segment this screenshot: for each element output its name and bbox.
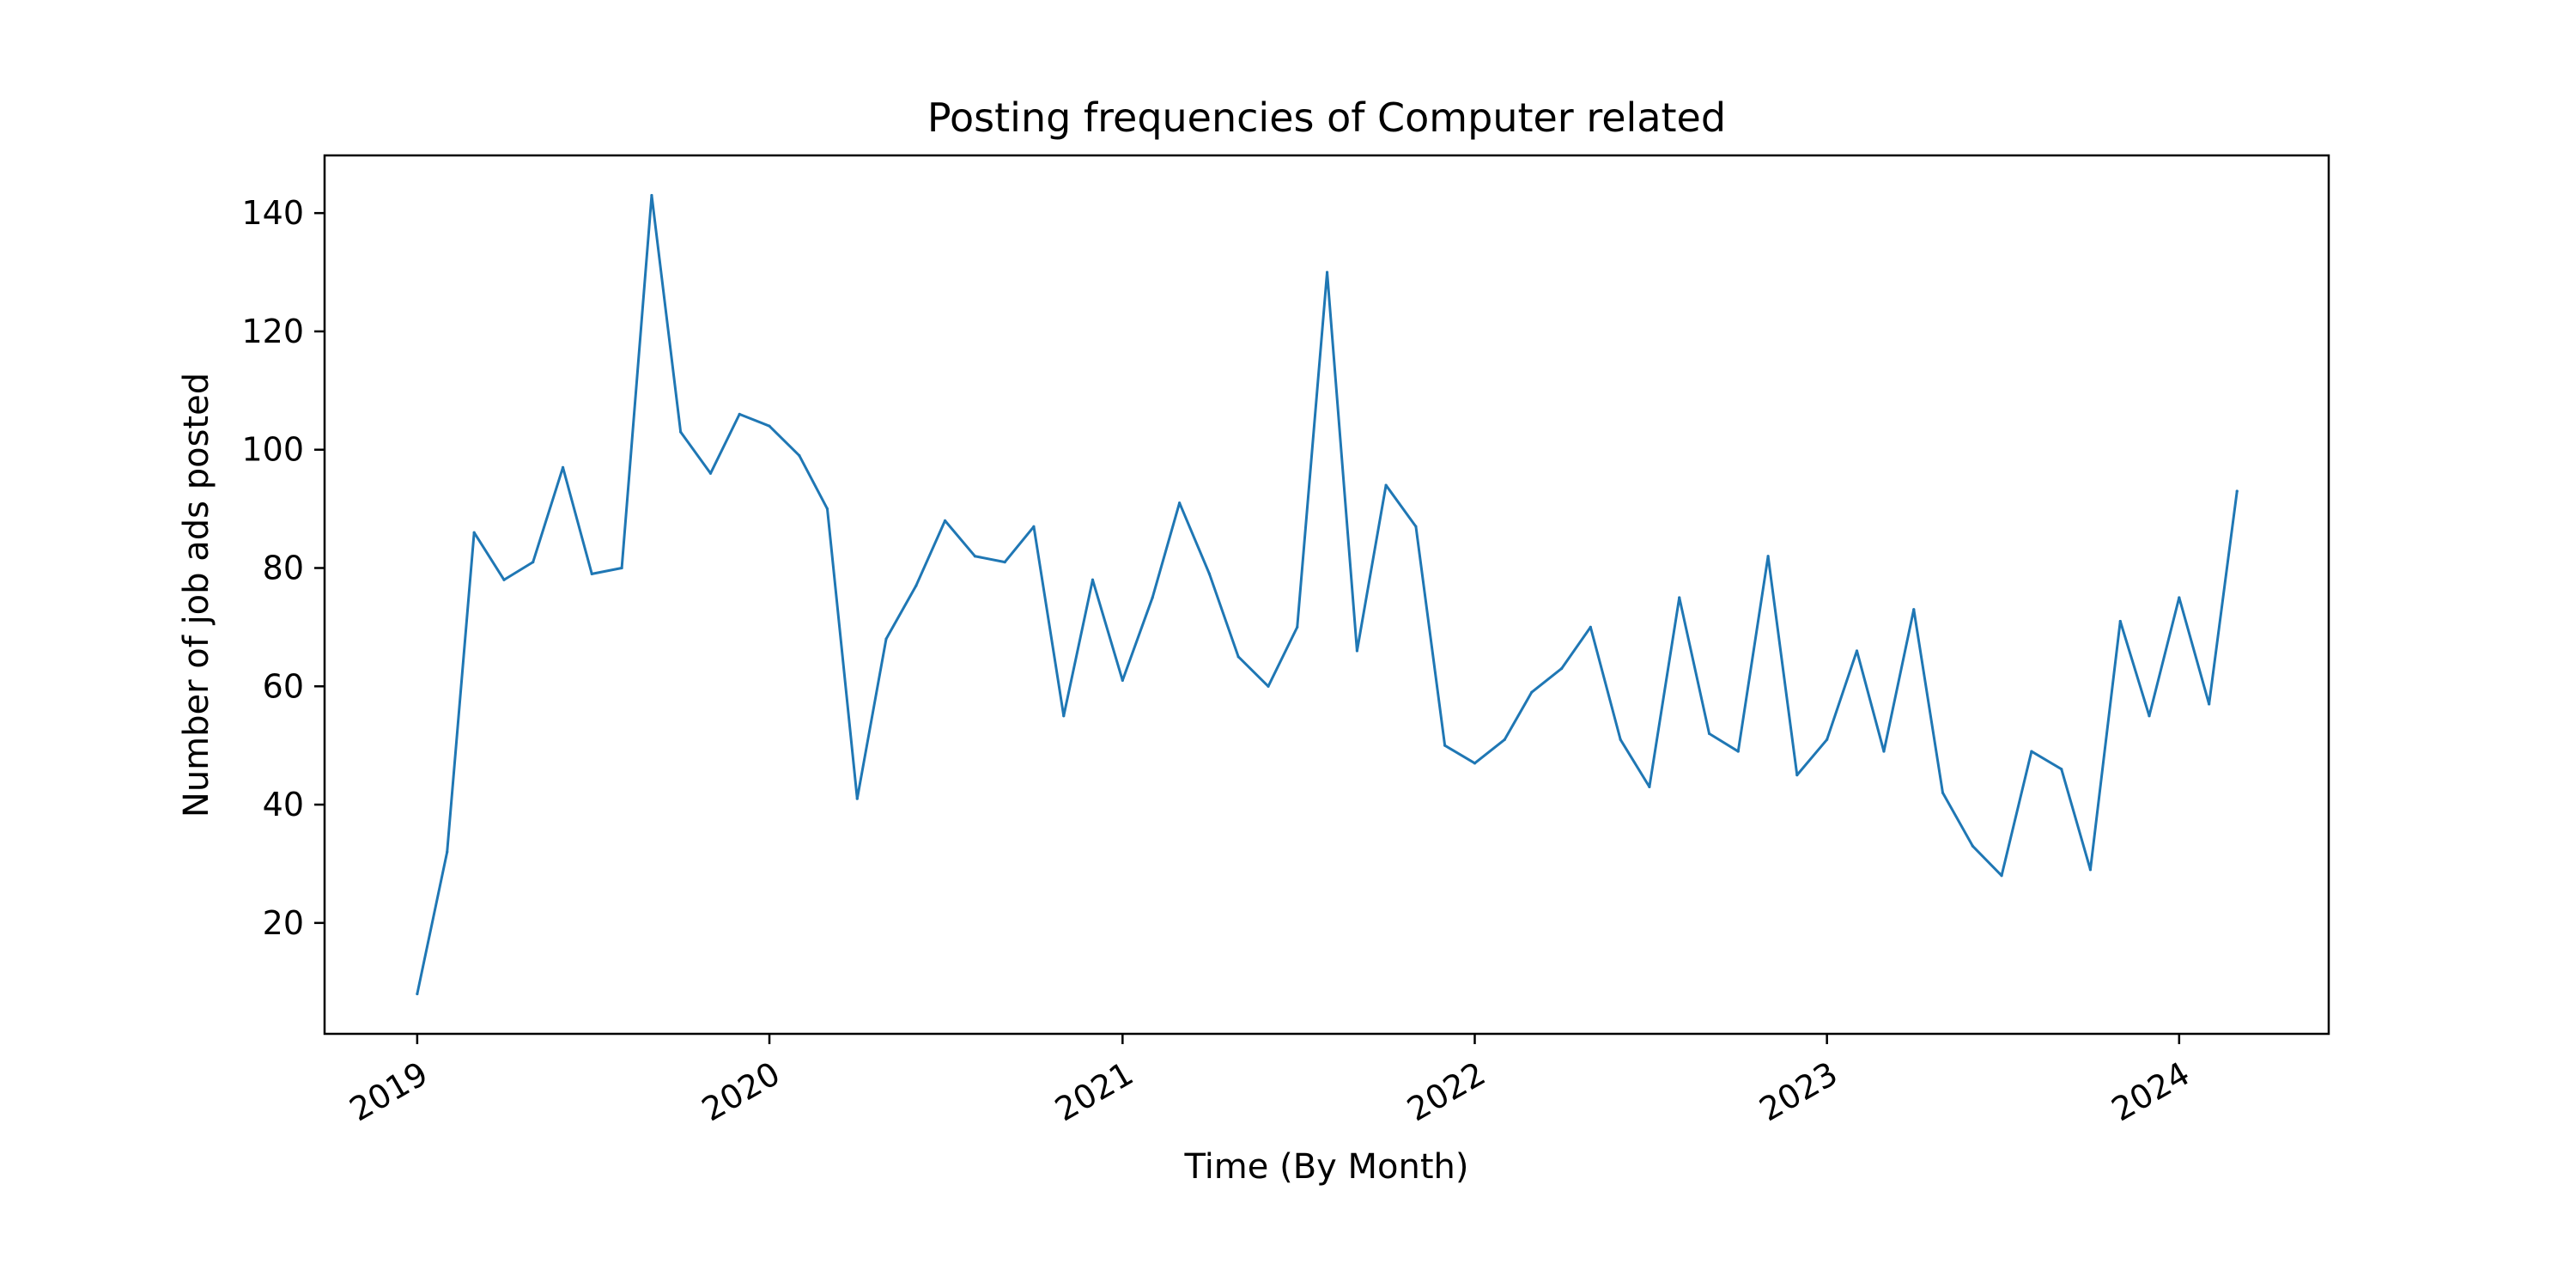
y-axis-title: Number of job ads posted	[177, 373, 216, 817]
data-point	[1912, 608, 1916, 611]
data-point	[1384, 483, 1388, 487]
data-point	[884, 637, 888, 641]
data-point	[1678, 596, 1681, 599]
data-point	[2148, 714, 2151, 718]
data-point	[1736, 750, 1740, 753]
data-point	[1971, 844, 1974, 848]
data-point	[1091, 578, 1095, 581]
data-point	[973, 555, 976, 558]
y-tick-label: 20	[263, 904, 304, 942]
data-point	[1062, 714, 1066, 718]
y-tick-label: 120	[241, 313, 304, 350]
data-point	[1443, 744, 1447, 747]
data-point	[1414, 525, 1418, 528]
data-point	[1267, 684, 1270, 688]
data-point	[2030, 750, 2033, 753]
data-point	[1207, 572, 1212, 575]
data-point	[679, 430, 683, 434]
data-point	[2118, 619, 2122, 623]
data-point	[1325, 270, 1329, 274]
data-point	[1855, 649, 1859, 653]
y-tick-label: 80	[263, 550, 304, 587]
data-point	[650, 193, 653, 197]
data-point	[855, 797, 859, 800]
data-point	[1355, 649, 1358, 653]
data-point	[825, 507, 829, 511]
data-point	[532, 561, 535, 564]
y-tick-label: 100	[241, 431, 304, 469]
data-point	[914, 584, 918, 587]
data-point	[1560, 667, 1564, 671]
data-point	[1530, 690, 1534, 694]
chart-title: Posting frequencies of Computer related	[927, 94, 1726, 141]
data-point	[1151, 596, 1154, 599]
plot-frame	[323, 154, 2330, 1036]
data-point	[1178, 501, 1182, 505]
data-point	[798, 454, 801, 458]
data-point	[1003, 561, 1006, 564]
data-point	[1121, 678, 1124, 682]
data-point	[590, 572, 593, 575]
data-point	[2060, 768, 2063, 771]
data-point	[472, 531, 476, 534]
data-point	[446, 850, 449, 854]
y-tick-label: 40	[263, 786, 304, 823]
data-point	[1296, 625, 1299, 629]
data-point	[1648, 785, 1651, 788]
data-point	[1766, 555, 1770, 558]
data-point	[620, 566, 623, 570]
data-point	[2178, 596, 2181, 599]
data-point	[1236, 655, 1240, 659]
data-point	[2000, 874, 2003, 878]
data-point	[2235, 489, 2239, 493]
data-point	[1795, 774, 1799, 777]
data-point	[1032, 525, 1036, 528]
data-point	[738, 412, 741, 416]
y-tick-label: 140	[241, 194, 304, 232]
data-point	[1707, 732, 1711, 735]
data-point	[416, 992, 419, 996]
x-axis-title: Time (By Month)	[1183, 1147, 1468, 1187]
data-point	[768, 424, 771, 428]
data-point	[561, 465, 565, 469]
data-point	[1882, 750, 1886, 753]
data-point	[2208, 702, 2211, 706]
data-point	[1473, 762, 1477, 765]
data-point	[943, 519, 947, 522]
y-tick-label: 60	[263, 667, 304, 705]
data-point	[1589, 625, 1592, 629]
data-point	[502, 578, 506, 581]
data-point	[1826, 738, 1829, 741]
data-point	[708, 471, 713, 475]
data-point	[1941, 791, 1945, 794]
data-point	[2088, 868, 2093, 872]
data-point	[1503, 738, 1506, 741]
data-point	[1619, 738, 1622, 741]
